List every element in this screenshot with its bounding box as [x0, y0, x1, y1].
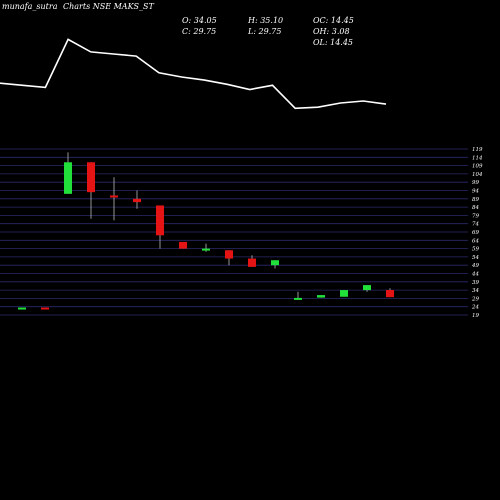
candle: [225, 250, 233, 266]
candle-body: [248, 258, 256, 267]
grid-lines: [0, 148, 468, 316]
y-tick-label: 89: [472, 197, 479, 203]
y-axis-ticks: 119 114 109 104 99 94 89 84 79 74 69 64 59 54 49 44 39 34…: [471, 147, 483, 319]
y-tick-label: 19: [472, 313, 479, 319]
candle: [179, 241, 187, 249]
y-tick-label: 34: [472, 288, 479, 294]
y-tick-label: 74: [472, 222, 479, 228]
candle: [110, 177, 118, 221]
candle-body: [64, 162, 72, 194]
y-tick-label: 64: [472, 238, 479, 244]
y-tick-label: 49: [471, 263, 479, 269]
y-tick-label: 99: [472, 180, 479, 186]
stat-ol: OL: 14.45: [313, 38, 353, 47]
stat-high: H: 35.10: [247, 16, 283, 25]
y-tick-label: 79: [472, 213, 479, 219]
candle: [248, 255, 256, 267]
candle-body: [225, 250, 233, 259]
y-tick-label: 39: [472, 280, 479, 286]
candle: [386, 288, 394, 298]
y-tick-label: 104: [472, 172, 483, 178]
stat-oh: OH: 3.08: [313, 27, 350, 36]
title-text: munafa_sutra: [2, 2, 58, 11]
y-tick-label: 84: [472, 205, 479, 211]
candle: [133, 190, 141, 209]
candle: [18, 307, 26, 310]
candle: [202, 243, 210, 252]
y-tick-label: 44: [471, 272, 479, 278]
candle-body: [133, 198, 141, 203]
candle: [340, 290, 348, 297]
candle-body: [87, 162, 95, 193]
y-tick-label: 69: [472, 230, 479, 236]
subtitle-text: Charts NSE MAKS_ST: [63, 2, 155, 11]
candle-body: [202, 248, 210, 251]
candle: [87, 162, 95, 219]
y-tick-label: 114: [472, 155, 483, 161]
candle-body: [110, 195, 118, 198]
y-tick-label: 94: [472, 189, 479, 195]
candle: [363, 285, 371, 292]
candle-body: [179, 241, 187, 249]
candle-body: [294, 297, 302, 300]
y-tick-label: 54: [472, 255, 479, 261]
candle-body: [156, 205, 164, 236]
candle-body: [271, 260, 279, 266]
stat-close: C: 29.75: [182, 27, 216, 36]
y-tick-label: 24: [471, 305, 479, 311]
candle: [41, 307, 49, 310]
price-line-series: [0, 38, 387, 110]
candles: [18, 152, 394, 310]
candle: [294, 291, 302, 300]
candle: [271, 260, 279, 269]
y-tick-label: 29: [471, 296, 479, 302]
y-tick-label: 59: [472, 247, 479, 253]
candle: [317, 295, 325, 298]
stat-low: L: 29.75: [247, 27, 281, 36]
y-tick-label: 109: [472, 164, 483, 170]
stat-open: O: 34.05: [182, 16, 217, 25]
candle-body: [41, 307, 49, 310]
chart-title: munafa_sutra Charts NSE MAKS_ST: [2, 2, 155, 11]
candle-body: [363, 285, 371, 291]
candle-body: [317, 295, 325, 298]
stat-oc: OC: 14.45: [313, 16, 354, 25]
candle-body: [340, 290, 348, 297]
candle: [156, 205, 164, 249]
y-tick-label: 119: [472, 147, 483, 153]
candle: [64, 152, 72, 194]
candle-body: [386, 290, 394, 298]
candle-body: [18, 307, 26, 310]
